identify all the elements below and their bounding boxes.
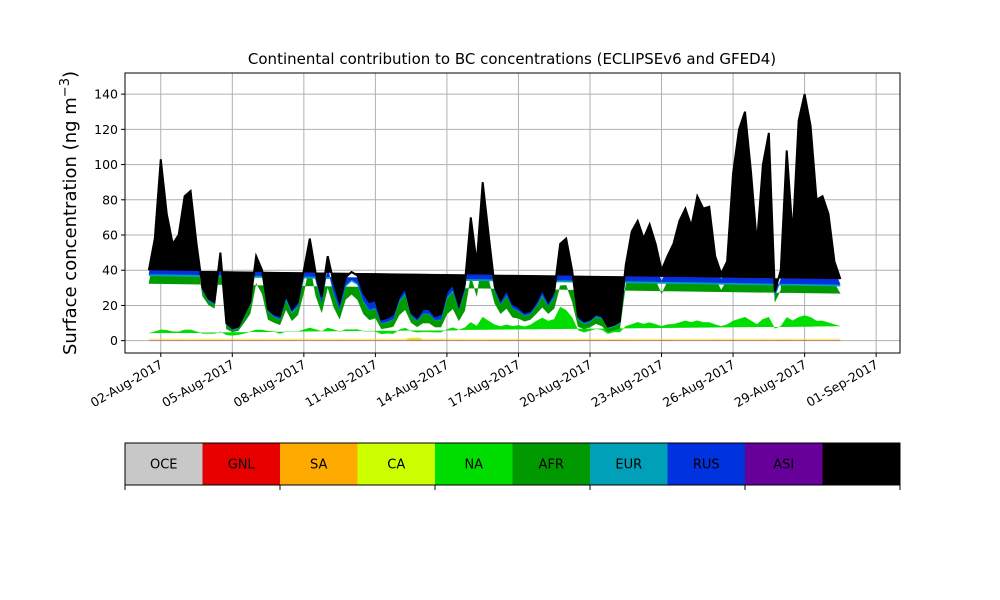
x-tick-label: 05-Aug-2017 xyxy=(159,357,237,410)
legend-swatch-sa xyxy=(280,443,358,485)
y-tick-label: 80 xyxy=(102,192,118,207)
legend-label-gnl: GNL xyxy=(228,458,256,473)
x-tick-label: 02-Aug-2017 xyxy=(88,357,166,410)
area-na xyxy=(148,306,841,336)
x-tick-label: 23-Aug-2017 xyxy=(588,357,666,410)
legend-swatch-na xyxy=(435,443,513,485)
y-tick-label: 140 xyxy=(94,87,118,102)
legend-label-aus: AUS xyxy=(848,458,875,473)
y-tick-label: 0 xyxy=(110,333,118,348)
y-tick-label: 20 xyxy=(102,298,118,313)
legend-swatch-oce xyxy=(125,443,203,485)
x-tick-label: 01-Sep-2017 xyxy=(804,357,881,410)
legend-swatch-asi xyxy=(745,443,823,485)
x-tick-label: 17-Aug-2017 xyxy=(445,357,523,410)
x-tick-label: 26-Aug-2017 xyxy=(660,357,738,410)
legend-label-ca: CA xyxy=(387,458,405,473)
legend-label-sa: SA xyxy=(310,458,327,473)
legend-swatch-afr xyxy=(512,443,590,485)
y-axis-ticks: 0 20 40 60 80 100 120 140 xyxy=(94,87,125,348)
area-ca xyxy=(148,337,841,340)
legend-swatch-aus xyxy=(822,443,900,485)
legend-swatch-rus xyxy=(667,443,745,485)
y-tick-label: 60 xyxy=(102,228,118,243)
x-tick-label: 08-Aug-2017 xyxy=(231,357,309,410)
chart-title: Continental contribution to BC concentra… xyxy=(248,50,776,68)
legend-swatch-gnl xyxy=(202,443,280,485)
legend-label-na: NA xyxy=(464,458,483,473)
legend-label-afr: AFR xyxy=(539,458,564,473)
y-axis-label: Surface concentration (ng m−3) xyxy=(58,71,81,355)
stacked-areas xyxy=(148,94,841,341)
x-tick-label: 11-Aug-2017 xyxy=(302,357,380,410)
y-tick-label: 120 xyxy=(94,122,118,137)
y-tick-label: 100 xyxy=(94,157,118,172)
x-tick-label: 14-Aug-2017 xyxy=(374,357,452,410)
plot-frame xyxy=(124,72,901,354)
legend-label-oce: OCE xyxy=(150,458,178,473)
legend-swatch-ca xyxy=(357,443,435,485)
area-sa xyxy=(148,338,841,340)
legend-swatch-eur xyxy=(590,443,668,485)
y-tick-label: 40 xyxy=(102,263,118,278)
x-axis-ticks: 02-Aug-201705-Aug-201708-Aug-201711-Aug-… xyxy=(88,353,881,410)
legend-colorbar: OCE GNL SA CA NA AFR EUR RUS ASI AUS xyxy=(124,442,901,490)
legend-frame xyxy=(124,442,901,486)
total-outline xyxy=(147,93,842,330)
legend-label-eur: EUR xyxy=(615,458,642,473)
legend-label-rus: RUS xyxy=(693,458,720,473)
x-tick-label: 29-Aug-2017 xyxy=(732,357,810,410)
x-tick-label: 20-Aug-2017 xyxy=(517,357,595,410)
legend-label-asi: ASI xyxy=(773,458,794,473)
